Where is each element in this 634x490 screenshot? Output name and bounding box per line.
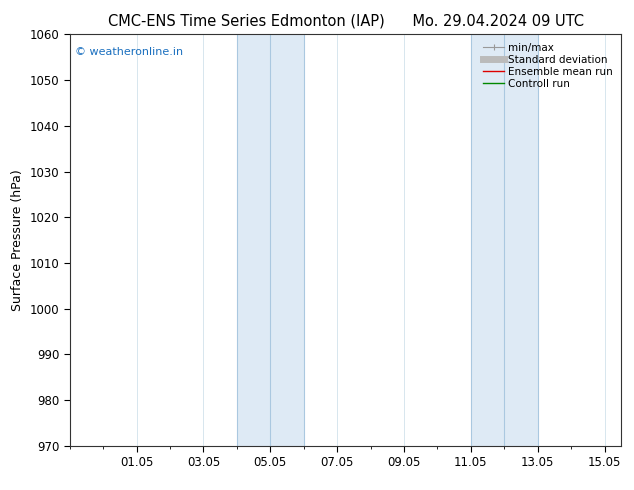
Legend: min/max, Standard deviation, Ensemble mean run, Controll run: min/max, Standard deviation, Ensemble me… <box>480 40 616 92</box>
Bar <box>471 34 504 446</box>
Text: © weatheronline.in: © weatheronline.in <box>75 47 183 57</box>
Title: CMC-ENS Time Series Edmonton (IAP)      Mo. 29.04.2024 09 UTC: CMC-ENS Time Series Edmonton (IAP) Mo. 2… <box>108 14 583 29</box>
Y-axis label: Surface Pressure (hPa): Surface Pressure (hPa) <box>11 169 24 311</box>
Bar <box>237 34 270 446</box>
Bar <box>270 34 304 446</box>
Bar <box>504 34 538 446</box>
